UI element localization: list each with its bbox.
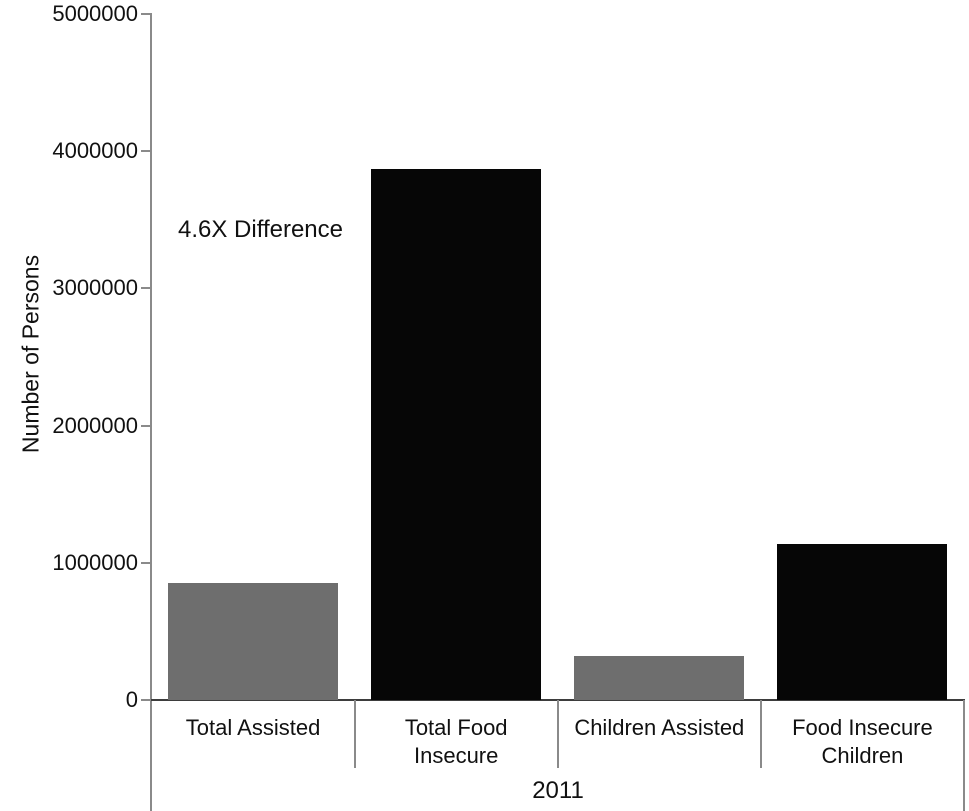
axis-right-boundary-line (963, 700, 965, 811)
y-axis-tick-mark (141, 150, 151, 153)
category-label: Children Assisted (574, 715, 745, 740)
y-axis-tick-label: 2000000 (52, 412, 138, 438)
category-label: Total Assisted (185, 715, 321, 740)
y-axis-tick-label: 4000000 (52, 138, 138, 164)
y-axis-tick-mark (141, 13, 151, 15)
y-axis-tick-label: 0 (125, 687, 138, 712)
y-axis-line (150, 13, 152, 811)
category-separator-line (353, 700, 356, 768)
category-label: Total Food Insecure (404, 715, 508, 768)
x-axis-group-label: 2011 (532, 777, 584, 804)
y-axis-tick-label: 5000000 (52, 1, 138, 26)
y-axis-tick-mark (141, 561, 151, 564)
y-axis-tick-label: 3000000 (52, 275, 138, 301)
y-axis-tick-mark (141, 287, 151, 290)
y-axis-tick-mark (141, 699, 151, 701)
bar-total-food-insecure (371, 169, 542, 700)
y-axis-tick-label: 1000000 (52, 549, 138, 575)
category-separator-line (759, 700, 762, 768)
bar-children-assisted (574, 656, 745, 700)
bar-total-assisted (168, 583, 339, 700)
y-axis-tick-mark (141, 424, 151, 427)
category-label: Food Insecure Children (792, 715, 933, 768)
category-separator-line (556, 700, 559, 768)
difference-annotation: 4.6X Difference (178, 216, 343, 243)
bar-food-insecure-children (777, 543, 948, 700)
